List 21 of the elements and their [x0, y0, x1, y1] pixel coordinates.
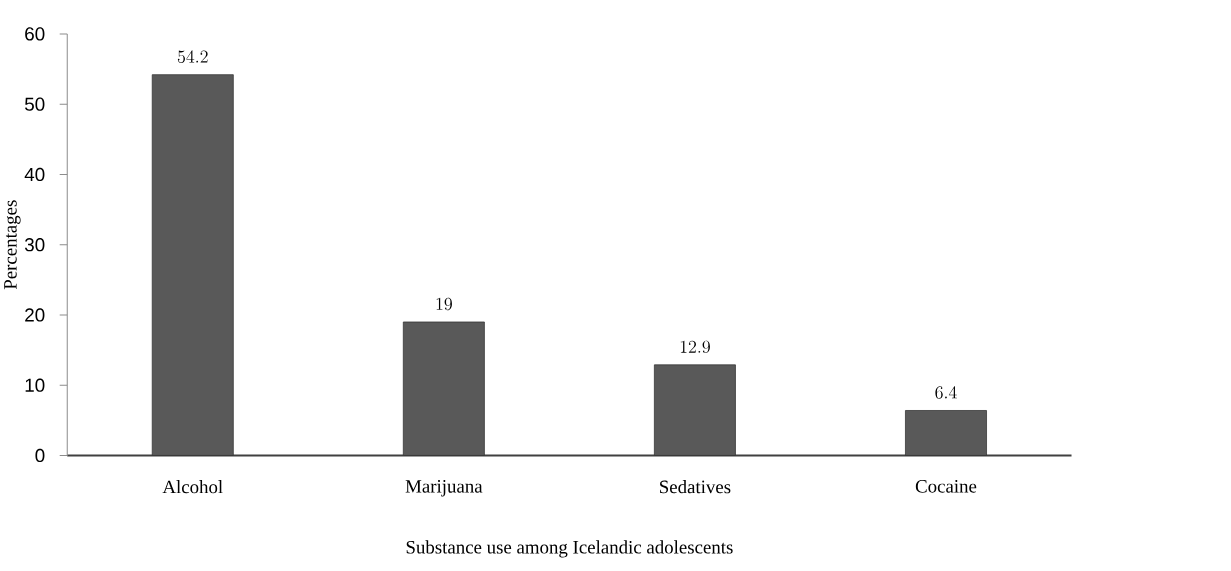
data-label: 12.9 — [680, 340, 710, 353]
bar — [151, 74, 234, 456]
y-axis-title: Percentages — [4, 200, 21, 289]
y-tick-label: 30 — [24, 237, 45, 252]
bar — [653, 364, 736, 456]
bar — [402, 321, 485, 456]
bar — [905, 409, 987, 456]
x-tick-label: Alcohol — [162, 479, 223, 494]
y-tick-label: 60 — [25, 27, 45, 41]
x-tick-label: Sedatives — [660, 479, 731, 494]
y-tick-label: 40 — [24, 167, 45, 181]
x-tick-label: Cocaine — [915, 479, 977, 493]
y-tick-label: 50 — [24, 97, 45, 111]
x-axis-title: Substance use among Icelandic adolescents — [406, 540, 733, 558]
data-label: 54.2 — [177, 50, 208, 63]
data-label: 19 — [436, 297, 452, 311]
y-tick-label: 0 — [35, 448, 45, 462]
y-tick-label: 20 — [25, 308, 45, 322]
y-tick-label: 10 — [25, 378, 45, 392]
x-tick-label: Marijuana — [405, 479, 483, 497]
data-label: 6.4 — [935, 385, 957, 399]
